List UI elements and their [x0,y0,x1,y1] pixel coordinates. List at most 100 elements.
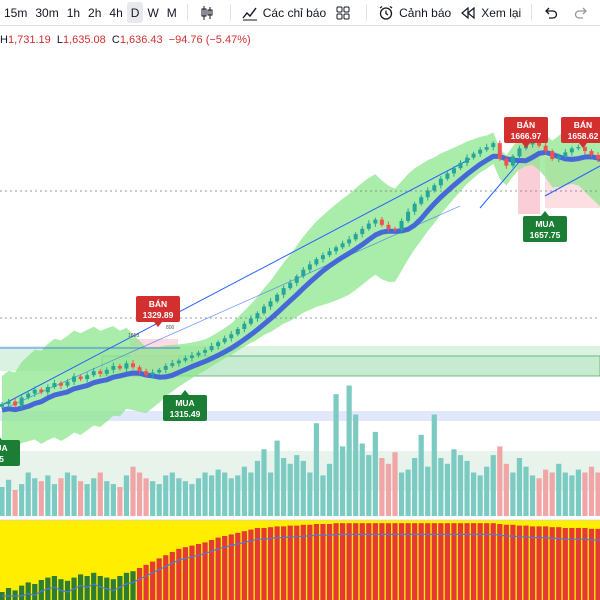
price-chart[interactable]: BÁN1329.89MUA1315.49BÁN1666.97BÁN1658.62… [0,26,600,600]
volume-bar [64,472,71,516]
candle-body [576,147,581,149]
indicators-button[interactable]: Các chỉ báo [237,2,330,23]
volume-bar [169,472,175,516]
candle-body [13,401,18,406]
indicator-bar [516,525,523,600]
candle-body [412,203,417,212]
volume-bar [326,463,333,516]
alerts-button[interactable]: Cảnh báo [373,2,455,23]
high-value: 1,731.19 [7,34,51,46]
volume-bar [471,472,477,516]
indicator-bar [163,555,169,600]
bollinger-band [2,119,600,449]
candle-body [176,360,181,364]
candle-body [386,224,391,229]
indicator-bar [418,523,424,600]
candle-body [373,219,378,224]
indicator-bar [366,523,372,600]
candle-body [157,369,162,373]
volume-bar [19,484,25,516]
annotation-text: 800 [166,325,175,331]
candle-body [222,338,227,343]
interval-4h[interactable]: 4h [109,5,123,20]
templates-button[interactable] [330,2,360,23]
volume-bar [156,484,162,516]
candle-body [334,247,339,252]
candle-body [6,401,11,405]
candle-body [72,376,77,382]
volume-bar [163,475,169,516]
chart-type-button[interactable] [194,2,224,23]
volume-bar [385,463,392,516]
volume-bar [136,472,143,516]
volume-bar [25,472,31,516]
volume-bar [340,446,346,516]
indicator-bar [425,523,431,600]
signal-type: BÁN [149,299,167,309]
volume-bar [438,458,444,516]
redo-button[interactable] [568,2,598,23]
volume-bar [307,472,313,516]
signal-pointer [181,390,189,395]
volume-bar [274,440,280,516]
volume-bar [84,484,90,516]
volume-bar [254,460,261,516]
volume-bar [281,458,287,516]
interval-2h[interactable]: 2h [88,5,102,20]
indicator-bar [261,528,267,600]
interval-1h[interactable]: 1h [66,5,81,20]
candle-body [78,376,83,380]
indicator-bar [385,523,392,600]
interval-d[interactable]: D [126,2,144,23]
candle-body [569,148,574,153]
volume-bar [150,481,156,516]
volume-bar [503,463,509,516]
indicator-bar [510,524,516,600]
indicator-bar [536,526,542,600]
candle-body [517,148,522,157]
indicator-bar [569,528,575,600]
candle-body [85,375,90,380]
undo-button[interactable] [538,2,568,23]
indicator-bar [97,576,103,600]
volume-bar [182,481,188,516]
low-value: 1,635.08 [62,34,106,46]
signal-pointer [541,211,549,216]
candle-body [58,383,63,386]
indicator-bar [254,528,261,600]
signal-value: 1658.62 [568,131,599,141]
signal-value: 1329.89 [143,310,174,320]
interval-m[interactable]: M [166,5,177,20]
volume-bar [543,469,549,516]
signal-value: 1657.75 [530,230,561,240]
volume-bar [241,466,247,516]
candle-body [0,404,4,407]
candle-body [248,318,253,324]
redo-icon [572,4,590,22]
replay-button[interactable]: Xem lại [455,2,525,23]
volume-bar [595,472,600,516]
candle-body [556,156,561,159]
indicator-background [0,520,600,600]
toolbar-divider [186,4,188,21]
volume-bar [575,469,581,516]
volume-bar [45,475,51,516]
indicator-bar [156,558,162,600]
signal-value: 1666.97 [511,131,542,141]
candle-body [150,372,155,376]
replay-label: Xem lại [481,5,522,20]
indicators-icon [241,4,259,22]
interval-15m[interactable]: 15m [4,5,28,20]
interval-30m[interactable]: 30m [35,5,59,20]
candle-body [563,152,568,157]
volume-bar [117,487,123,516]
candle-body [65,381,70,386]
volume-bar [130,466,136,516]
indicator-bar [202,542,208,600]
signal-pointer [154,322,162,327]
buy-signal-label: MUA.35 [0,437,20,466]
volume-bar [457,455,464,516]
interval-w[interactable]: W [147,5,159,20]
indicator-bar [25,582,31,600]
candle-body [45,387,50,393]
